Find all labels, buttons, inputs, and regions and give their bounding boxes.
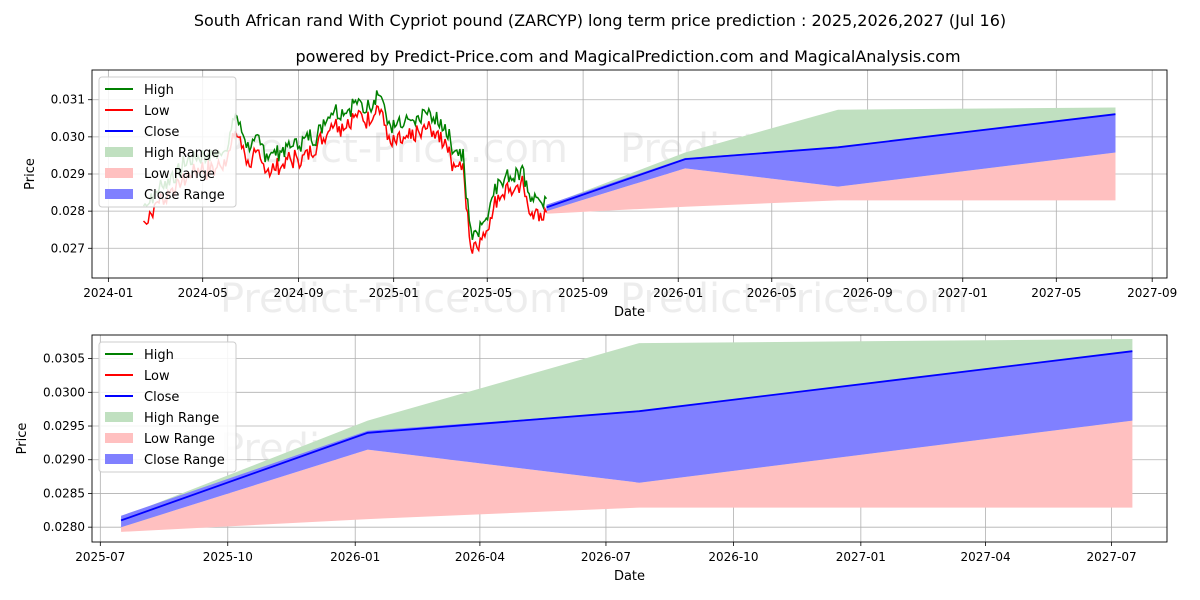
x-tick-label: 2026-10 <box>708 550 758 564</box>
y-tick-label: 0.0280 <box>43 520 85 534</box>
y-axis-label: Price <box>15 423 30 455</box>
legend-close-range-swatch <box>105 454 133 464</box>
y-tick-label: 0.029 <box>51 167 85 181</box>
x-tick-label: 2027-01 <box>836 550 886 564</box>
x-tick-label: 2026-01 <box>330 550 380 564</box>
y-axis-label: Price <box>23 158 38 190</box>
low-range-band <box>546 152 1116 214</box>
x-tick-label: 2026-05 <box>747 286 797 300</box>
x-tick-label: 2026-01 <box>653 286 703 300</box>
legend-low-label: Low <box>144 104 170 119</box>
forecast-panel: Predict-Price.com Predict-Price.com 2025… <box>15 334 1168 584</box>
legend: High Low Close High Range Low Range Close Ran… <box>98 76 237 208</box>
y-tick-label: 0.027 <box>51 241 85 255</box>
x-axis-label: Date <box>614 305 645 320</box>
x-tick-label: 2025-10 <box>203 550 253 564</box>
x-tick-label: 2027-07 <box>1087 550 1137 564</box>
x-tick-label: 2026-04 <box>455 550 505 564</box>
legend-low-range-swatch <box>105 168 133 178</box>
close-range-band <box>121 351 1133 528</box>
x-axis-label: Date <box>614 569 645 584</box>
y-tick-label: 0.0290 <box>43 453 85 467</box>
y-tick-label: 0.0295 <box>43 419 85 433</box>
x-tick-label: 2025-07 <box>75 550 125 564</box>
legend: High Low Close High Range Low Range Close Ran… <box>98 341 237 473</box>
legend-close-label: Close <box>144 390 179 405</box>
legend-high-range-label: High Range <box>144 411 219 426</box>
x-tick-label: 2027-01 <box>938 286 988 300</box>
x-tick-label: 2025-09 <box>558 286 608 300</box>
legend-low-range-label: Low Range <box>144 432 215 447</box>
x-tick-label: 2025-01 <box>369 286 419 300</box>
chart-subtitle: powered by Predict-Price.com and Magical… <box>295 47 960 66</box>
x-tick-label: 2024-09 <box>274 286 324 300</box>
x-tick-label: 2027-09 <box>1127 286 1177 300</box>
x-tick-label: 2027-05 <box>1031 286 1081 300</box>
watermark-left-bottom: Predict-Price.com <box>220 276 568 322</box>
legend-high-range-label: High Range <box>144 146 219 161</box>
legend-high-label: High <box>144 348 174 363</box>
close-range-band <box>546 114 1116 212</box>
y-tick-label: 0.0285 <box>43 486 85 500</box>
y-tick-label: 0.031 <box>51 93 85 107</box>
x-tick-label: 2025-05 <box>462 286 512 300</box>
chart-title: South African rand With Cypriot pound (Z… <box>194 11 1006 30</box>
x-tick-label: 2026-09 <box>843 286 893 300</box>
x-tick-label: 2024-05 <box>178 286 228 300</box>
legend-high-range-swatch <box>105 412 133 422</box>
watermark-right-bottom: Predict-Price.com <box>620 276 968 322</box>
legend-close-range-label: Close Range <box>144 453 225 468</box>
legend-low-label: Low <box>144 369 170 384</box>
y-tick-label: 0.030 <box>51 130 85 144</box>
x-tick-label: 2026-07 <box>581 550 631 564</box>
low-range-band <box>121 420 1133 532</box>
x-tick-label: 2024-01 <box>83 286 133 300</box>
price-history-panel: Predict-Price.com Predict-Price.com Pred… <box>23 69 1177 322</box>
x-tick-label: 2027-04 <box>960 550 1010 564</box>
legend-box <box>98 76 237 208</box>
legend-low-range-label: Low Range <box>144 167 215 182</box>
plot-frame <box>91 334 1168 543</box>
legend-close-range-swatch <box>105 189 133 199</box>
legend-low-range-swatch <box>105 433 133 443</box>
y-tick-label: 0.0300 <box>43 385 85 399</box>
y-tick-label: 0.028 <box>51 204 85 218</box>
legend-box <box>98 341 237 473</box>
legend-high-range-swatch <box>105 147 133 157</box>
legend-close-range-label: Close Range <box>144 188 225 203</box>
close-forecast-line <box>120 350 1133 522</box>
close-forecast-line <box>546 113 1116 209</box>
y-tick-label: 0.0305 <box>43 352 85 366</box>
legend-high-label: High <box>144 83 174 98</box>
legend-close-label: Close <box>144 125 179 140</box>
